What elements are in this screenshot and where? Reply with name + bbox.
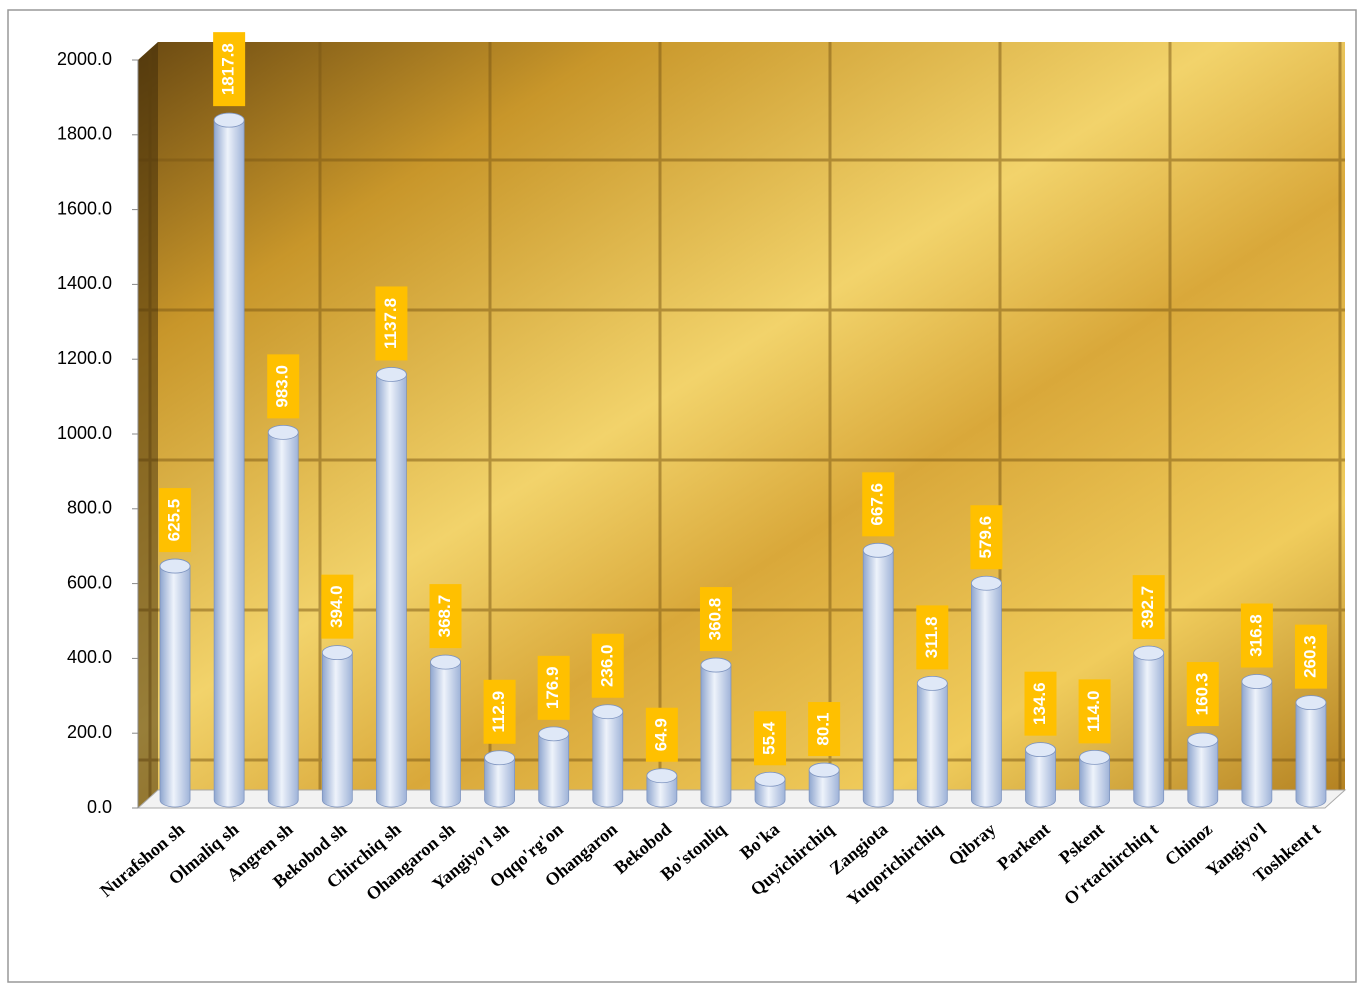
value-label-box — [1240, 603, 1273, 668]
bar — [916, 676, 948, 808]
bar-cap — [916, 675, 948, 691]
y-tick-label: 400.0 — [67, 647, 112, 667]
bar-cap — [267, 424, 299, 440]
bar-cap — [484, 750, 515, 766]
bar-cap — [213, 112, 245, 128]
value-label-box — [808, 702, 841, 757]
value-label-box — [916, 605, 949, 670]
value-label-box — [537, 655, 570, 720]
value-label: 114.0 — [1084, 691, 1103, 733]
value-label: 134.6 — [1030, 682, 1049, 725]
bar — [213, 112, 245, 808]
value-label-box — [970, 505, 1003, 570]
value-label-box — [862, 472, 895, 537]
side-wall — [138, 42, 158, 808]
bar-cap — [159, 558, 191, 574]
y-tick-label: 1800.0 — [57, 124, 112, 144]
value-label: 1817.8 — [219, 43, 238, 95]
bar-cap — [700, 657, 732, 673]
bar — [321, 645, 353, 808]
value-label-box — [483, 679, 516, 744]
value-label: 394.0 — [327, 585, 346, 628]
value-label: 311.8 — [922, 617, 941, 659]
bar-cap — [1025, 742, 1056, 758]
bar-cap — [754, 771, 786, 787]
value-label: 112.9 — [489, 691, 508, 733]
value-label-box — [1078, 679, 1111, 744]
bar — [1241, 674, 1273, 808]
value-label-box — [321, 574, 354, 639]
y-tick-label: 1000.0 — [57, 423, 112, 443]
value-label: 64.9 — [651, 718, 670, 751]
bar-cap — [1079, 749, 1110, 765]
value-label-box — [591, 633, 624, 698]
bar-cap — [862, 542, 894, 558]
bar-cap — [808, 762, 840, 778]
value-label: 55.4 — [760, 721, 779, 755]
value-label: 316.8 — [1246, 614, 1265, 657]
value-label-box — [267, 354, 300, 419]
y-tick-label: 1400.0 — [57, 273, 112, 293]
y-tick-label: 200.0 — [67, 722, 112, 742]
value-label: 667.6 — [868, 483, 887, 526]
bar-cap — [538, 726, 570, 742]
value-label-box — [429, 584, 462, 649]
value-label: 983.0 — [273, 365, 292, 408]
bar — [430, 654, 461, 808]
bar — [376, 367, 407, 808]
value-label: 579.6 — [976, 516, 995, 559]
bar — [267, 424, 299, 808]
value-label-box — [159, 488, 192, 553]
bar — [971, 575, 1002, 808]
bar — [159, 558, 191, 808]
y-tick-label: 1600.0 — [57, 198, 112, 218]
value-label: 236.0 — [597, 644, 616, 687]
value-label-box — [645, 707, 678, 762]
bar-cap — [646, 768, 678, 784]
bar-cap — [1133, 645, 1165, 661]
value-label: 176.9 — [543, 667, 562, 710]
value-label-box — [699, 587, 732, 652]
y-tick-label: 800.0 — [67, 498, 112, 518]
bar-cap — [321, 645, 353, 661]
value-label-box — [1132, 575, 1165, 640]
value-label-box — [375, 286, 408, 361]
value-label: 392.7 — [1138, 586, 1157, 629]
value-label: 368.7 — [435, 595, 454, 638]
bar — [1295, 695, 1327, 808]
value-label: 360.8 — [705, 598, 724, 641]
bar — [862, 542, 894, 808]
bar-cap — [1241, 674, 1273, 689]
bar-cap — [971, 575, 1002, 591]
y-tick-label: 0.0 — [87, 797, 112, 817]
value-label-box — [754, 711, 787, 766]
value-label-box — [1024, 671, 1057, 736]
bar — [592, 704, 624, 808]
value-label-box — [213, 32, 246, 107]
value-label: 260.3 — [1300, 635, 1319, 678]
value-label-box — [1294, 624, 1327, 689]
y-tick-label: 2000.0 — [57, 49, 112, 69]
value-label-box — [1186, 662, 1219, 727]
bar-cap — [592, 704, 624, 720]
bar — [700, 657, 732, 808]
value-label: 1137.8 — [381, 298, 400, 349]
bar-cap — [376, 367, 407, 382]
bar — [1133, 645, 1165, 808]
y-tick-label: 600.0 — [67, 572, 112, 592]
value-label: 625.5 — [165, 499, 184, 542]
value-label: 160.3 — [1192, 673, 1211, 716]
value-label: 80.1 — [814, 712, 833, 745]
y-tick-label: 1200.0 — [57, 348, 112, 368]
bar-cap — [430, 654, 461, 670]
bar-cap — [1295, 695, 1327, 711]
bar-cap — [1187, 732, 1219, 748]
